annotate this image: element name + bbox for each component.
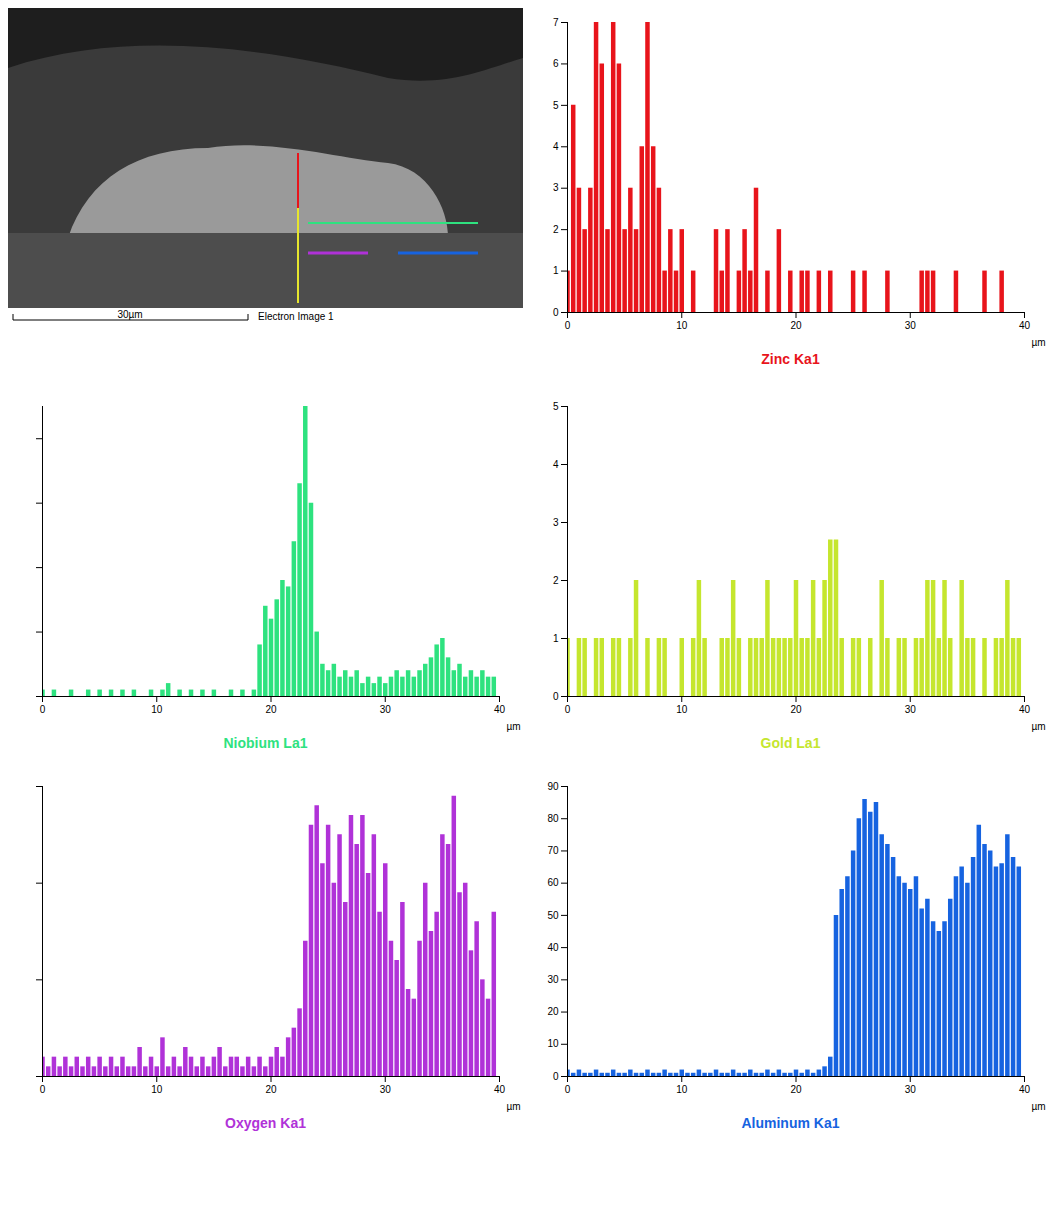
- svg-text:40: 40: [1019, 1084, 1031, 1095]
- svg-text:40: 40: [494, 704, 506, 715]
- svg-text:10: 10: [151, 704, 163, 715]
- svg-text:4: 4: [553, 141, 559, 152]
- svg-text:10: 10: [151, 1084, 163, 1095]
- svg-text:10: 10: [676, 1084, 688, 1095]
- html-text:Aluminum Ka1: Aluminum Ka1: [741, 1115, 840, 1131]
- svg-text:3: 3: [553, 517, 559, 528]
- svg-text:2: 2: [553, 224, 559, 235]
- svg-text:20: 20: [790, 1084, 802, 1095]
- svg-text:1: 1: [553, 265, 559, 276]
- svg-text:5: 5: [553, 401, 559, 412]
- svg-text:60: 60: [547, 877, 559, 888]
- svg-text:5: 5: [553, 100, 559, 111]
- svg-text:µm: µm: [506, 721, 520, 732]
- svg-text:10: 10: [676, 320, 688, 331]
- svg-text:30: 30: [380, 1084, 392, 1095]
- svg-text:30: 30: [547, 974, 559, 985]
- svg-text:90: 90: [547, 781, 559, 792]
- svg-text:20: 20: [547, 1006, 559, 1017]
- svg-text:µm: µm: [506, 1101, 520, 1112]
- svg-text:0: 0: [565, 1084, 571, 1095]
- svg-text:20: 20: [790, 320, 802, 331]
- svg-text:0: 0: [565, 704, 571, 715]
- svg-text:3: 3: [553, 182, 559, 193]
- html-text:Oxygen Ka1: Oxygen Ka1: [225, 1115, 306, 1131]
- svg-text:4: 4: [553, 459, 559, 470]
- svg-text:30: 30: [905, 704, 917, 715]
- svg-text:7: 7: [553, 17, 559, 28]
- svg-text:30: 30: [905, 320, 917, 331]
- svg-text:0: 0: [553, 1071, 559, 1082]
- svg-text:40: 40: [1019, 704, 1031, 715]
- svg-text:10: 10: [676, 704, 688, 715]
- svg-text:1: 1: [553, 633, 559, 644]
- svg-text:0: 0: [40, 704, 46, 715]
- svg-text:40: 40: [1019, 320, 1031, 331]
- svg-text:20: 20: [790, 704, 802, 715]
- svg-text:30: 30: [905, 1084, 917, 1095]
- html-text:Zinc Ka1: Zinc Ka1: [761, 351, 820, 367]
- svg-text:40: 40: [494, 1084, 506, 1095]
- svg-text:µm: µm: [1031, 337, 1045, 348]
- svg-text:0: 0: [553, 307, 559, 318]
- svg-text:80: 80: [547, 813, 559, 824]
- svg-text:0: 0: [40, 1084, 46, 1095]
- svg-text:10: 10: [547, 1038, 559, 1049]
- svg-text:Electron Image 1: Electron Image 1: [258, 311, 334, 322]
- svg-text:0: 0: [553, 691, 559, 702]
- html-text:Niobium La1: Niobium La1: [223, 735, 308, 751]
- svg-text:30: 30: [380, 704, 392, 715]
- svg-text:2: 2: [553, 575, 559, 586]
- svg-text:µm: µm: [1031, 721, 1045, 732]
- svg-text:50: 50: [547, 910, 559, 921]
- svg-text:40: 40: [547, 942, 559, 953]
- svg-text:30µm: 30µm: [117, 309, 142, 320]
- svg-text:0: 0: [565, 320, 571, 331]
- svg-text:20: 20: [265, 1084, 277, 1095]
- svg-text:70: 70: [547, 845, 559, 856]
- svg-text:µm: µm: [1031, 1101, 1045, 1112]
- html-text:Gold La1: Gold La1: [760, 735, 821, 751]
- svg-text:20: 20: [265, 704, 277, 715]
- svg-text:6: 6: [553, 58, 559, 69]
